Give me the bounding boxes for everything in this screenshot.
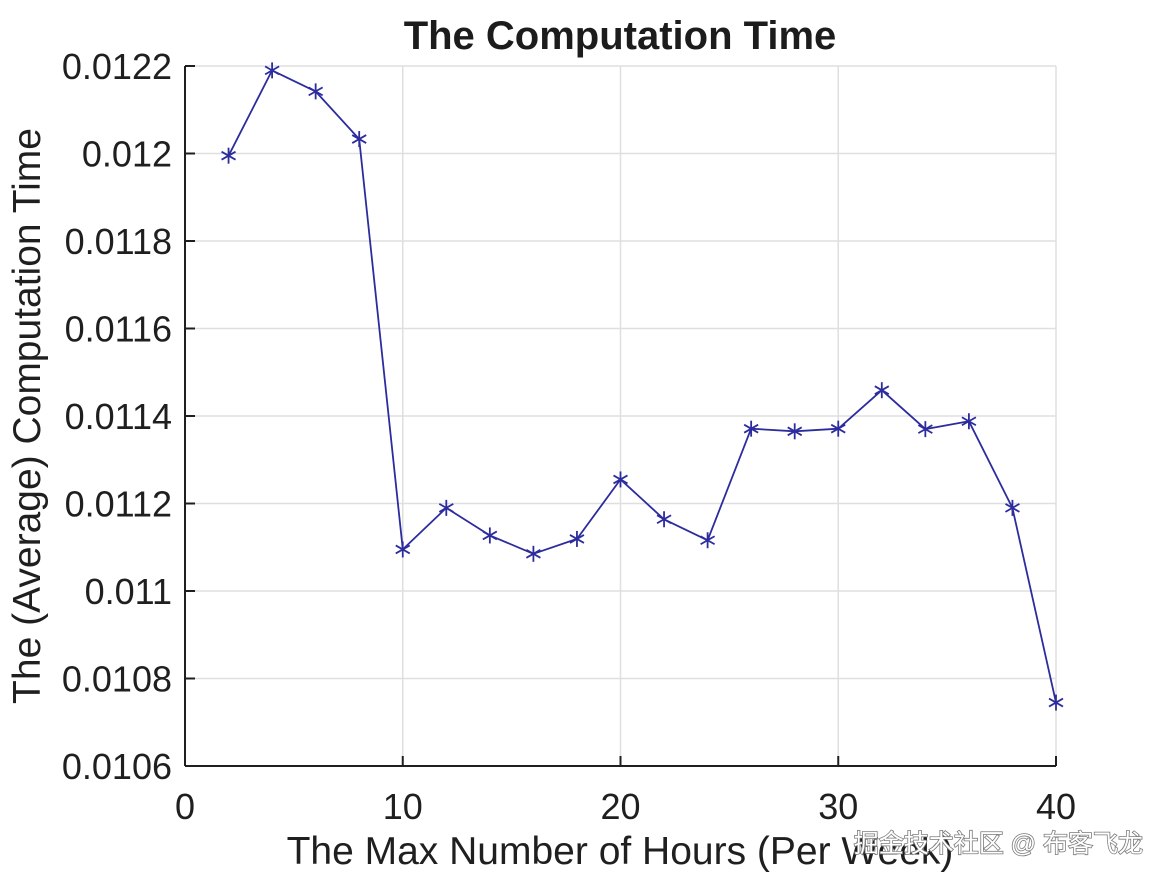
data-point-marker [656,511,672,528]
data-point-marker [221,147,236,164]
data-point-marker [830,420,846,437]
data-point-marker [525,545,541,562]
y-axis-label: The (Average) Computation Time [6,128,49,704]
data-point-marker [1005,499,1020,516]
data-point-marker [264,62,280,79]
axes [184,65,1057,767]
tick-labels: 0 10 20 30 40 0.0106 0.0108 0.011 0.0112 0.0114 0.… [62,46,1076,827]
data-point-marker [874,382,890,399]
marker-spoke [308,86,324,97]
data-point-marker [395,541,411,558]
y-tick-label: 0.0116 [65,309,172,350]
marker-spoke [917,424,933,434]
marker-spoke [874,385,890,395]
marker-spoke [395,544,411,555]
data-point-marker [787,423,803,440]
x-tick-label: 30 [818,786,858,827]
y-tick-label: 0.012 [82,134,172,175]
data-point-marker [917,421,933,438]
data-point-marker [482,527,498,544]
marker-spoke [961,416,977,427]
chart-title: The Computation Time [404,14,837,58]
x-tick-label: 0 [175,786,195,827]
series-line [227,69,1057,703]
marker-spoke [700,535,716,546]
y-tick-label: 0.0106 [62,746,172,787]
marker-spoke [351,134,367,144]
gridlines [185,65,1057,766]
marker-spoke [1005,503,1020,513]
marker-spoke [482,530,498,541]
marker-spoke [830,423,846,434]
watermark: 掘金技术社区 @ 布客飞龙 [854,830,1143,858]
data-point-marker [613,471,628,488]
y-tick-label: 0.0112 [65,484,172,525]
marker-spoke [613,474,628,485]
marker-spoke [743,423,759,434]
y-tick-label: 0.0114 [65,396,172,437]
data-point-marker [743,420,759,437]
y-tick-label: 0.0122 [62,46,172,87]
marker-spoke [656,514,672,525]
x-tick-label: 40 [1036,786,1076,827]
marker-spoke [221,150,236,161]
data-point-marker [1048,694,1064,711]
data-point-marker [569,530,585,547]
data-point-marker [961,413,977,430]
y-tick-label: 0.0108 [62,659,172,700]
x-tick-label: 10 [383,786,423,827]
x-axis-label: The Max Number of Hours (Per Week) [287,830,954,873]
marker-spoke [525,549,541,559]
y-tick-label: 0.0118 [65,221,172,262]
marker-spoke [1048,697,1064,708]
series [221,62,1064,711]
y-tick-label: 0.011 [85,571,172,612]
marker-spoke [264,65,280,76]
data-point-marker [438,499,454,516]
marker-spoke [438,503,454,513]
data-point-marker [351,131,367,148]
data-point-marker [308,83,324,100]
marker-spoke [787,426,803,437]
marker-spoke [569,534,585,544]
x-tick-label: 20 [600,786,640,827]
data-point-marker [700,532,716,549]
